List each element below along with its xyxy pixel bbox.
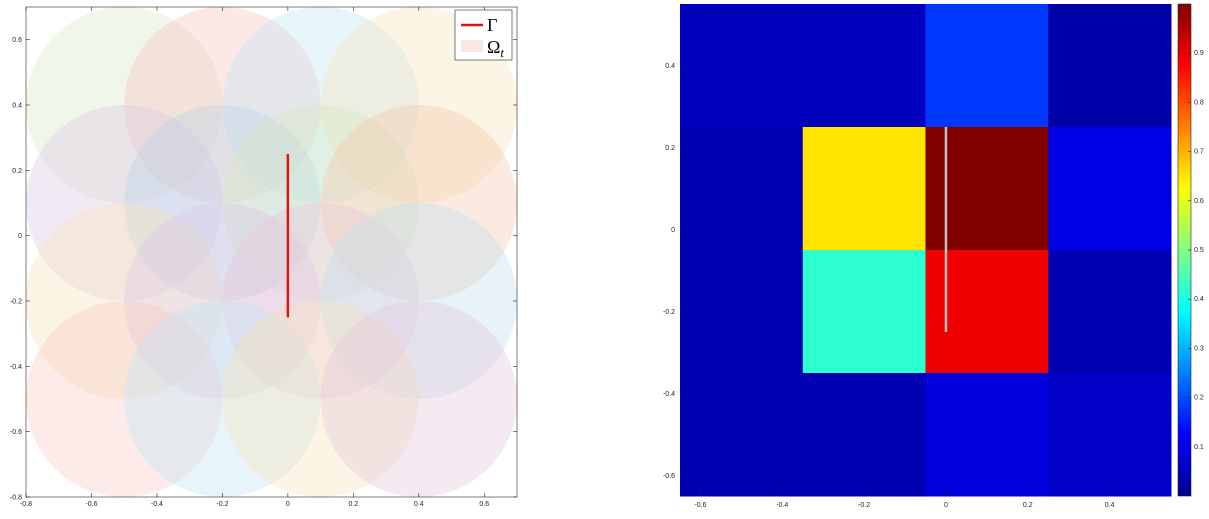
heatmap-cell	[680, 4, 804, 128]
x-tick-label: 0	[286, 501, 290, 508]
y-tick-label: 0	[671, 227, 675, 234]
colorbar-tick-label: 0.8	[1194, 99, 1204, 106]
legend-gamma-label: Γ	[487, 15, 497, 35]
omega-circle	[26, 203, 223, 399]
heatmap-cell	[1048, 4, 1172, 128]
colorbar-tick-label: 0.6	[1194, 198, 1204, 205]
colorbar-tick-label: 0.4	[1194, 296, 1204, 303]
y-tick-label: 0.2	[12, 168, 22, 175]
x-tick-label: -0.6	[85, 501, 97, 508]
left-axis-ticks: -0.8 -0.6 -0.4 -0.2 0 0.2 0.4 0.6 -0.8 -0.6 -0.4 -0…	[10, 7, 517, 508]
right-axis-ticks: -0.6 -0.4 -0.2 0 0.2 0.4 -0.6 -0.4 -0.2 0 0.2 0.4	[663, 63, 1115, 509]
y-tick-label: 0.6	[12, 37, 22, 44]
heatmap-cell	[925, 127, 1049, 251]
colorbar-tick-label: 0.5	[1194, 247, 1204, 254]
omega-circle	[26, 105, 223, 301]
omega-circle	[124, 301, 321, 497]
heatmap-cell	[802, 4, 926, 128]
heatmap-cell	[925, 373, 1049, 497]
y-tick-label: -0.2	[663, 309, 675, 316]
omega-circle	[26, 301, 223, 497]
omega-circle	[222, 7, 419, 203]
y-tick-label: 0.4	[12, 103, 22, 110]
x-tick-label: 0.6	[479, 501, 489, 508]
x-tick-label: 0.2	[348, 501, 358, 508]
omega-circle	[26, 7, 223, 203]
colorbar-tick-label: 0.3	[1194, 345, 1204, 352]
colorbar-ticks: 0.1 0.2 0.3 0.4 0.5 0.6 0.7 0.8 0.9	[1188, 50, 1204, 451]
legend-omega-swatch	[461, 40, 483, 52]
x-tick-label: 0.4	[414, 501, 424, 508]
heatmap-cell	[1048, 373, 1172, 497]
heatmap-cell	[925, 4, 1049, 128]
y-tick-label: 0.2	[665, 145, 675, 152]
omega-circle	[222, 105, 419, 301]
heatmap-cell	[802, 250, 926, 374]
x-tick-label: -0.4	[776, 502, 788, 509]
left-plot: -0.8 -0.6 -0.4 -0.2 0 0.2 0.4 0.6 -0.8 -0.6 -0.4 -0…	[10, 6, 518, 508]
omega-circle	[124, 105, 321, 301]
y-tick-label: 0.4	[665, 63, 675, 70]
omega-circle	[320, 301, 517, 497]
omega-circle	[320, 203, 517, 399]
left-axes-box	[25, 6, 518, 498]
y-tick-label: -0.2	[10, 299, 22, 306]
heatmap-cell	[925, 250, 1049, 374]
x-tick-label: 0.4	[1105, 502, 1115, 509]
colorbar-tick-label: 0.2	[1194, 395, 1204, 402]
legend-omega-label: Ωt	[487, 37, 504, 60]
heatmap-cell	[1048, 127, 1172, 251]
omega-circle	[222, 301, 419, 497]
y-tick-label: -0.8	[10, 495, 22, 502]
y-tick-label: 0	[18, 233, 22, 240]
heatmap-cell	[680, 373, 804, 497]
y-tick-label: -0.4	[663, 391, 675, 398]
heatmap-cell	[802, 127, 926, 251]
omega-circle	[320, 105, 517, 301]
y-tick-label: -0.6	[663, 473, 675, 480]
omega-circle	[124, 7, 321, 203]
heatmap-cells	[680, 4, 1172, 497]
colorbar-tick-label: 0.1	[1194, 444, 1204, 451]
omega-circles	[26, 7, 517, 497]
x-tick-label: -0.6	[694, 502, 706, 509]
omega-circle	[222, 203, 419, 399]
x-tick-label: -0.8	[20, 501, 32, 508]
heatmap-cell	[1048, 250, 1172, 374]
heatmap-cell	[680, 127, 804, 251]
x-tick-label: -0.4	[151, 501, 163, 508]
heatmap-cell	[680, 250, 804, 374]
omega-circle	[124, 203, 321, 399]
y-tick-label: -0.6	[10, 429, 22, 436]
colorbar: 0.1 0.2 0.3 0.4 0.5 0.6 0.7 0.8 0.9	[1177, 3, 1204, 497]
y-tick-label: -0.4	[10, 364, 22, 371]
legend: Γ Ωt	[454, 9, 513, 61]
x-tick-label: 0.2	[1023, 502, 1033, 509]
colorbar-tick-label: 0.7	[1194, 149, 1204, 156]
colorbar-tick-label: 0.9	[1194, 50, 1204, 57]
right-plot: -0.6 -0.4 -0.2 0 0.2 0.4 -0.6 -0.4 -0.2 0 0.2 0.4 0…	[663, 3, 1204, 509]
x-tick-label: -0.2	[216, 501, 228, 508]
heatmap-cell	[802, 373, 926, 497]
x-tick-label: 0	[944, 502, 948, 509]
x-tick-label: -0.2	[858, 502, 870, 509]
